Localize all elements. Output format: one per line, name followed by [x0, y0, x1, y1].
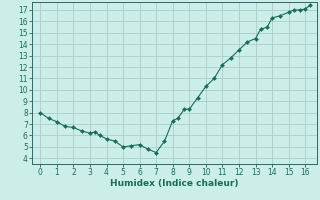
X-axis label: Humidex (Indice chaleur): Humidex (Indice chaleur) — [110, 179, 239, 188]
